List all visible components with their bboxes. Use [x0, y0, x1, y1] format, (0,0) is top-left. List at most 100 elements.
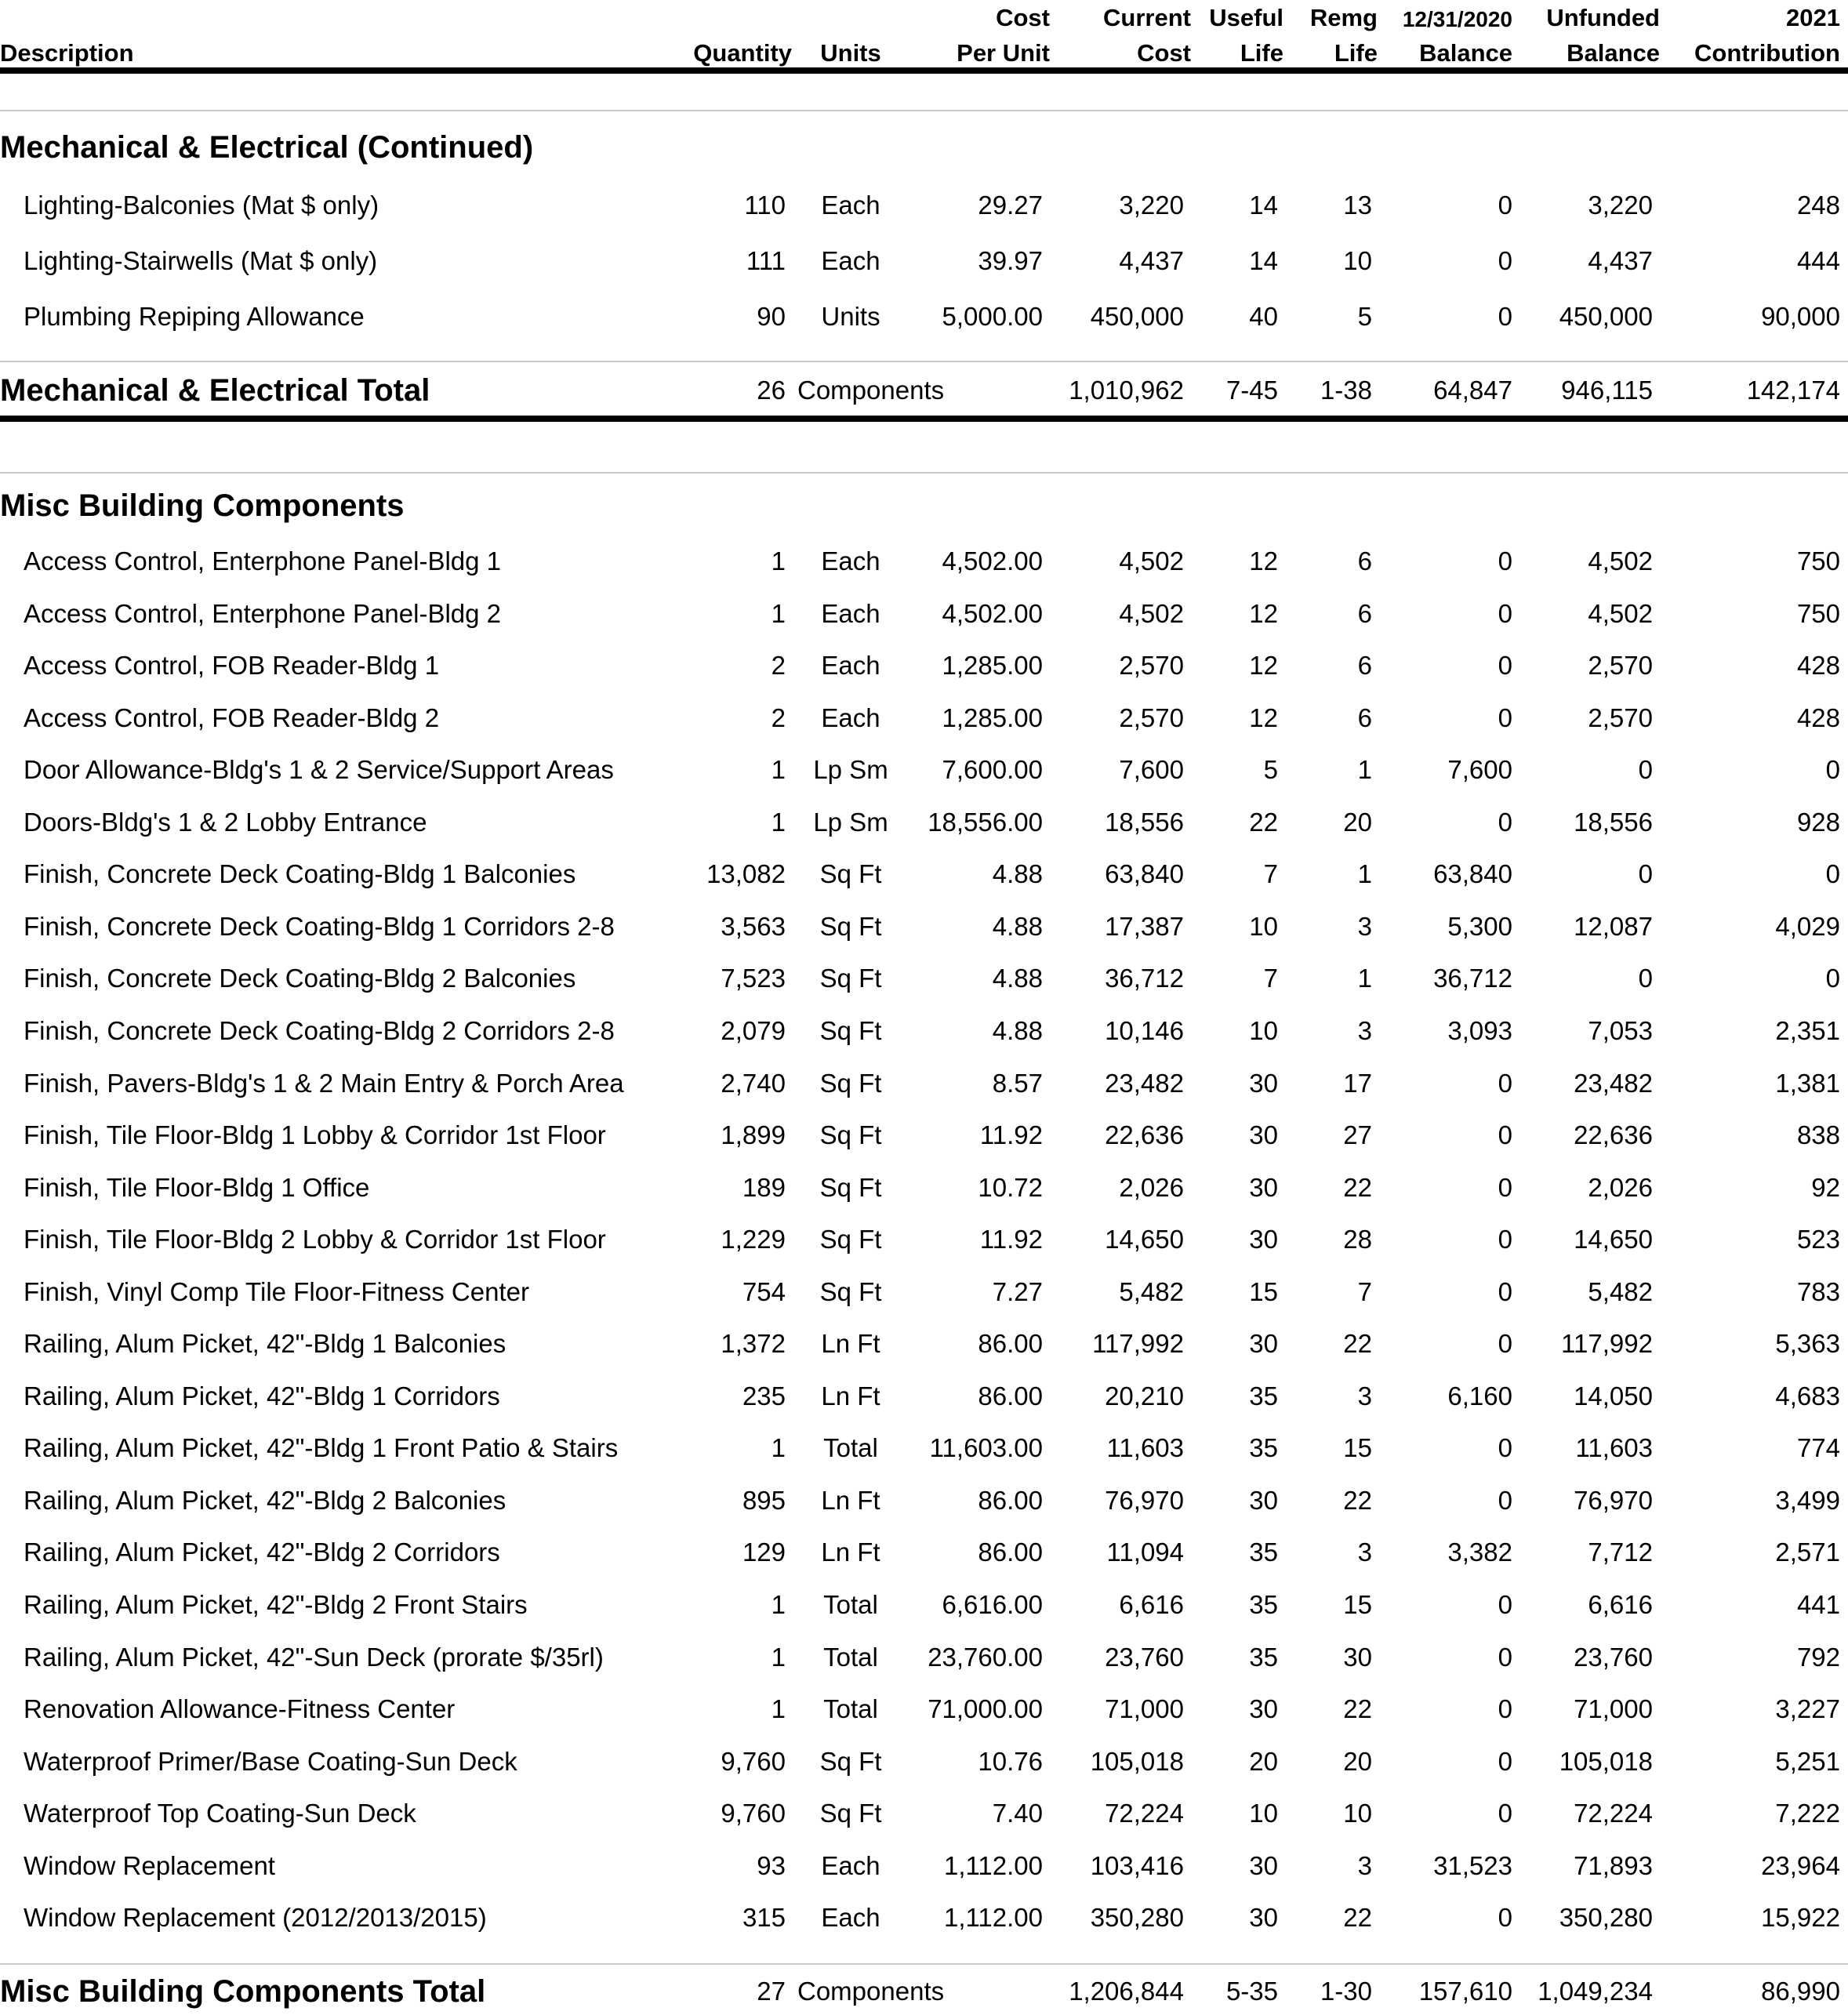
total-contribution: 86,990 [1761, 1977, 1840, 2006]
row-cost-per-unit: 4.88 [992, 1016, 1043, 1045]
row-units: Each [821, 546, 880, 575]
row-units: Each [821, 1903, 880, 1932]
total-components-label: Components [797, 376, 945, 405]
row-description: Lighting-Stairwells (Mat $ only) [24, 246, 378, 275]
section-title: Mechanical & Electrical (Continued) [0, 130, 534, 165]
row-useful-life: 30 [1249, 1851, 1278, 1880]
row-balance: 3,093 [1447, 1016, 1512, 1045]
row-balance: 0 [1498, 808, 1512, 837]
row-balance: 0 [1498, 1694, 1512, 1723]
total-component-count: 27 [757, 1977, 786, 2006]
row-balance: 6,160 [1447, 1381, 1512, 1410]
row-remaining-life: 13 [1343, 191, 1372, 220]
row-unfunded-balance: 2,570 [1588, 703, 1653, 732]
row-balance: 31,523 [1433, 1851, 1512, 1880]
row-cost-per-unit: 4.88 [992, 912, 1043, 941]
row-contribution: 4,683 [1775, 1381, 1840, 1410]
row-balance: 0 [1498, 1433, 1512, 1462]
row-current-cost: 23,760 [1105, 1643, 1184, 1672]
row-cost-per-unit: 4,502.00 [942, 546, 1043, 575]
row-contribution: 15,922 [1761, 1903, 1840, 1932]
row-unfunded-balance: 2,570 [1588, 651, 1653, 680]
row-description: Finish, Concrete Deck Coating-Bldg 1 Cor… [24, 912, 615, 941]
row-useful-life: 7 [1263, 859, 1278, 888]
row-cost-per-unit: 7.40 [992, 1799, 1043, 1828]
row-units: Total [823, 1590, 878, 1619]
row-remaining-life: 10 [1343, 1799, 1372, 1828]
col-header-useful-line1: Useful [1209, 4, 1283, 31]
col-header-description: Description [0, 39, 134, 67]
row-contribution: 90,000 [1761, 302, 1840, 331]
row-current-cost: 11,603 [1106, 1433, 1184, 1462]
row-contribution: 444 [1796, 246, 1840, 275]
row-balance: 63,840 [1433, 859, 1512, 888]
row-contribution: 5,251 [1775, 1747, 1840, 1776]
row-contribution: 774 [1796, 1433, 1840, 1462]
col-header-current-line2: Cost [1137, 39, 1191, 67]
row-description: Finish, Tile Floor-Bldg 1 Office [24, 1173, 370, 1202]
row-unfunded-balance: 2,026 [1588, 1173, 1653, 1202]
row-description: Access Control, Enterphone Panel-Bldg 1 [24, 546, 502, 575]
row-contribution: 248 [1796, 191, 1840, 220]
row-useful-life: 35 [1249, 1538, 1278, 1567]
row-description: Railing, Alum Picket, 42"-Bldg 2 Front S… [24, 1590, 528, 1619]
row-cost-per-unit: 23,760.00 [928, 1643, 1043, 1672]
row-useful-life: 22 [1249, 808, 1278, 837]
row-remaining-life: 22 [1343, 1694, 1372, 1723]
row-current-cost: 3,220 [1119, 191, 1184, 220]
col-header-contribution-line2: Contribution [1694, 39, 1840, 67]
row-unfunded-balance: 14,650 [1574, 1225, 1653, 1254]
row-contribution: 928 [1796, 808, 1840, 837]
row-units: Units [821, 302, 880, 331]
row-current-cost: 71,000 [1105, 1694, 1184, 1723]
row-current-cost: 2,026 [1119, 1173, 1184, 1202]
total-remaining-life: 1-30 [1320, 1977, 1372, 2006]
row-unfunded-balance: 105,018 [1559, 1747, 1653, 1776]
row-balance: 0 [1498, 1277, 1512, 1306]
row-quantity: 1,229 [721, 1225, 786, 1254]
row-contribution: 0 [1825, 755, 1840, 784]
row-balance: 0 [1498, 1173, 1512, 1202]
row-description: Lighting-Balconies (Mat $ only) [24, 191, 379, 220]
row-remaining-life: 27 [1343, 1120, 1372, 1149]
row-description: Finish, Vinyl Comp Tile Floor-Fitness Ce… [24, 1277, 529, 1306]
col-header-unfunded-line2: Balance [1567, 39, 1660, 67]
row-useful-life: 10 [1249, 1799, 1278, 1828]
row-description: Finish, Tile Floor-Bldg 1 Lobby & Corrid… [24, 1120, 606, 1149]
row-units: Ln Ft [821, 1329, 880, 1358]
total-balance: 157,610 [1418, 1977, 1512, 2006]
total-unfunded-balance: 946,115 [1561, 376, 1653, 405]
row-balance: 0 [1498, 703, 1512, 732]
row-useful-life: 10 [1249, 1016, 1278, 1045]
row-description: Railing, Alum Picket, 42"-Bldg 1 Balconi… [24, 1329, 506, 1358]
row-remaining-life: 6 [1357, 651, 1372, 680]
row-cost-per-unit: 7.27 [992, 1277, 1043, 1306]
row-cost-per-unit: 1,112.00 [943, 1851, 1043, 1880]
row-units: Each [821, 246, 880, 275]
row-remaining-life: 22 [1343, 1486, 1372, 1515]
row-cost-per-unit: 11.92 [979, 1120, 1043, 1149]
row-units: Sq Ft [819, 1225, 882, 1254]
total-useful-life: 5-35 [1225, 1977, 1278, 2006]
row-contribution: 750 [1796, 546, 1840, 575]
row-cost-per-unit: 11.92 [979, 1225, 1043, 1254]
row-useful-life: 7 [1263, 964, 1278, 993]
row-balance: 3,382 [1447, 1538, 1512, 1567]
row-units: Each [821, 191, 880, 220]
row-cost-per-unit: 86.00 [978, 1381, 1043, 1410]
row-useful-life: 15 [1249, 1277, 1278, 1306]
col-header-remg-line1: Remg [1309, 4, 1378, 31]
row-remaining-life: 3 [1357, 912, 1372, 941]
row-remaining-life: 15 [1343, 1590, 1372, 1619]
col-header-balance-line1: 12/31/2020 [1402, 7, 1512, 31]
row-current-cost: 4,502 [1119, 599, 1184, 628]
row-units: Sq Ft [819, 1747, 882, 1776]
row-description: Access Control, Enterphone Panel-Bldg 2 [24, 599, 502, 628]
row-contribution: 0 [1825, 859, 1840, 888]
row-description: Waterproof Primer/Base Coating-Sun Deck [24, 1747, 517, 1776]
row-current-cost: 5,482 [1119, 1277, 1184, 1306]
row-unfunded-balance: 18,556 [1574, 808, 1653, 837]
row-useful-life: 14 [1249, 191, 1278, 220]
row-units: Total [823, 1433, 878, 1462]
row-remaining-life: 3 [1357, 1016, 1372, 1045]
